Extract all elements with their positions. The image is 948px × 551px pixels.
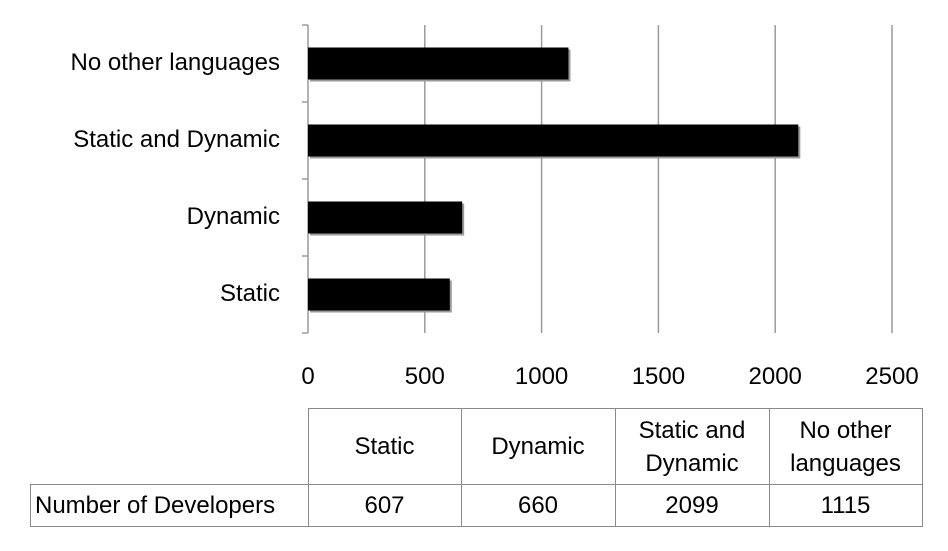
x-tick-label: 2000 xyxy=(749,363,802,390)
header-line: languages xyxy=(790,449,901,477)
x-tick-label: 2500 xyxy=(865,363,918,390)
header-line: Dynamic xyxy=(491,433,585,460)
category-axis xyxy=(302,24,309,334)
table-value-static-and-dynamic: 2099 xyxy=(614,484,770,527)
table-corner-cell xyxy=(30,408,309,485)
table-value-static: 607 xyxy=(307,484,462,527)
table-value-no-other-languages: 1115 xyxy=(768,484,923,527)
x-tick-label: 0 xyxy=(301,363,314,390)
table-header-no-other-languages: No other languages xyxy=(768,408,923,485)
header-line: Static xyxy=(354,433,415,460)
header-line: Dynamic xyxy=(645,449,739,477)
x-tick-label: 1000 xyxy=(515,363,568,390)
data-table: Static Dynamic Static and Dynamic No oth… xyxy=(30,408,923,527)
x-tick-label: 500 xyxy=(405,363,445,390)
category-label: Static xyxy=(220,280,280,307)
category-labels: Static Dynamic Static and Dynamic No other … xyxy=(71,49,280,307)
header-line: No other xyxy=(799,416,892,444)
table-value-dynamic: 660 xyxy=(460,484,616,527)
table-row: Number of Developers 607 660 2099 1115 xyxy=(30,484,923,527)
category-label: Dynamic xyxy=(187,203,280,230)
table-row-header: Number of Developers xyxy=(30,484,309,527)
bar xyxy=(308,201,463,234)
bar xyxy=(308,124,799,157)
x-tick-label: 1500 xyxy=(632,363,685,390)
table-header-static-and-dynamic: Static and Dynamic xyxy=(614,408,770,485)
category-label: No other languages xyxy=(71,49,280,76)
bar-chart: 0 500 1000 1500 2000 2500 StaticDynamicStatic… xyxy=(71,24,919,390)
bar xyxy=(308,278,450,311)
value-axis-ticks: 0 500 1000 1500 2000 2500 xyxy=(301,363,918,390)
bars xyxy=(308,47,801,313)
table-header-static: Static xyxy=(307,408,462,485)
category-label: Static and Dynamic xyxy=(73,126,280,153)
table-header-dynamic: Dynamic xyxy=(460,408,616,485)
header-line: Static and xyxy=(638,416,746,444)
table-header-row: Static Dynamic Static and Dynamic No oth… xyxy=(30,408,923,485)
bar xyxy=(308,47,569,80)
